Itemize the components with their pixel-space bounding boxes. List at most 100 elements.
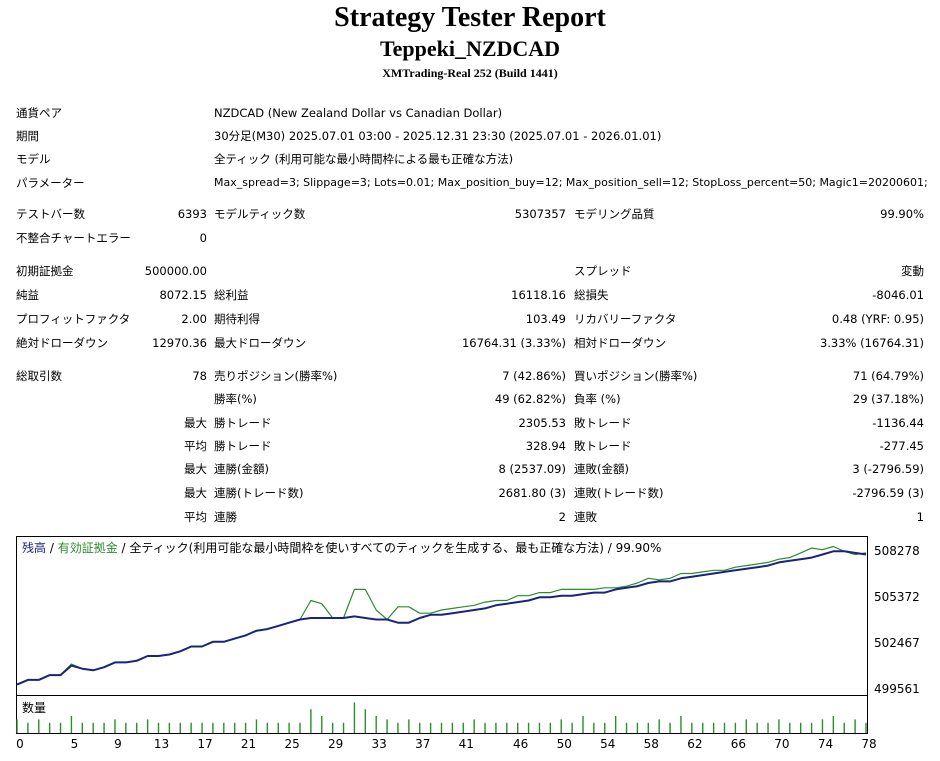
stat-label: テストバー数 bbox=[16, 207, 85, 221]
x-tick-label: 46 bbox=[513, 737, 529, 751]
stat-value: 6393 bbox=[177, 207, 207, 221]
stat-label: 総損失 bbox=[574, 288, 609, 302]
stat-value: 99.90% bbox=[880, 207, 924, 221]
row-value: 3 (-2796.59) bbox=[852, 462, 924, 476]
x-tick-label: 37 bbox=[415, 737, 431, 751]
row-value: 2305.53 bbox=[518, 416, 566, 430]
row-value: -277.45 bbox=[879, 439, 924, 453]
y-tick-label: 502467 bbox=[874, 635, 920, 650]
x-tick-label: 54 bbox=[600, 737, 616, 751]
x-tick-label: 70 bbox=[774, 737, 790, 751]
row-label: 連敗 bbox=[574, 510, 597, 524]
stat-value: 8072.15 bbox=[159, 288, 207, 302]
stat-value: 変動 bbox=[901, 264, 924, 278]
info-label: 期間 bbox=[16, 129, 39, 143]
stat-value: 7 (42.86%) bbox=[502, 369, 566, 383]
info-label: モデル bbox=[16, 152, 51, 166]
stat-label: 不整合チャートエラー bbox=[16, 231, 131, 245]
stat-value: 3.33% (16764.31) bbox=[819, 336, 924, 350]
stat-label: 初期証拠金 bbox=[16, 264, 74, 278]
row-value: 29 (37.18%) bbox=[852, 392, 924, 406]
info-label: 通貨ペア bbox=[16, 106, 62, 120]
row-label: 連敗(金額) bbox=[574, 462, 629, 476]
legend-balance: 残高 bbox=[22, 541, 47, 555]
row-label: 連勝 bbox=[214, 510, 237, 524]
stat-value: 5307357 bbox=[514, 207, 566, 221]
stat-label: 総利益 bbox=[214, 288, 249, 302]
x-tick-label: 9 bbox=[114, 737, 122, 751]
x-tick-label: 41 bbox=[458, 737, 474, 751]
x-tick-label: 29 bbox=[328, 737, 344, 751]
info-label: パラメーター bbox=[16, 176, 85, 190]
row-label: 敗トレード bbox=[574, 439, 632, 453]
row-label: 連敗(トレード数) bbox=[574, 486, 664, 500]
x-tick-label: 21 bbox=[240, 737, 257, 751]
stat-value: -8046.01 bbox=[872, 288, 924, 302]
x-tick-label: 50 bbox=[556, 737, 572, 751]
x-tick-label: 74 bbox=[817, 737, 834, 751]
row-prefix: 平均 bbox=[184, 439, 207, 453]
stat-label: 純益 bbox=[16, 288, 39, 302]
stat-label: 相対ドローダウン bbox=[574, 336, 666, 350]
stat-label: 総取引数 bbox=[16, 369, 62, 383]
row-label: 勝トレード bbox=[214, 439, 272, 453]
row-value: 49 (62.82%) bbox=[494, 392, 566, 406]
server-build: XMTrading-Real 252 (Build 1441) bbox=[382, 66, 558, 80]
balance-line bbox=[16, 550, 867, 686]
volume-chart-frame bbox=[16, 695, 868, 734]
stat-value: 2.00 bbox=[181, 312, 207, 326]
row-value: 1 bbox=[916, 510, 924, 524]
row-value: -2796.59 (3) bbox=[852, 486, 924, 500]
x-tick-label: 78 bbox=[861, 737, 877, 751]
stat-value: 0.48 (YRF: 0.95) bbox=[831, 312, 924, 326]
row-value: 328.94 bbox=[525, 439, 566, 453]
row-prefix: 平均 bbox=[184, 510, 207, 524]
stat-value: 16764.31 (3.33%) bbox=[461, 336, 566, 350]
x-tick-label: 17 bbox=[197, 737, 213, 751]
report-subtitle: Teppeki_NZDCAD bbox=[379, 36, 561, 61]
x-tick-label: 25 bbox=[284, 737, 300, 751]
y-tick-label: 505372 bbox=[874, 589, 920, 604]
stat-label: 買いポジション(勝率%) bbox=[574, 369, 698, 383]
row-value: 2 bbox=[558, 510, 566, 524]
report-title: Strategy Tester Report bbox=[334, 2, 606, 33]
x-tick-label: 66 bbox=[730, 737, 747, 751]
stat-label: 売りポジション(勝率%) bbox=[214, 369, 338, 383]
stat-label: 期待利得 bbox=[214, 312, 260, 326]
row-prefix: 最大 bbox=[184, 462, 207, 476]
legend-sep: / bbox=[46, 541, 58, 555]
stat-label: モデリング品質 bbox=[574, 207, 655, 221]
y-tick-label: 508278 bbox=[874, 543, 920, 558]
row-prefix: 最大 bbox=[184, 416, 207, 430]
stat-label: モデルティック数 bbox=[214, 207, 306, 221]
row-value: 8 (2537.09) bbox=[498, 462, 566, 476]
row-label: 勝率(%) bbox=[214, 392, 257, 406]
y-tick-label: 499561 bbox=[874, 682, 920, 696]
info-value: 全ティック (利用可能な最小時間枠による最も正確な方法) bbox=[214, 152, 514, 166]
stat-value: 103.49 bbox=[525, 312, 566, 326]
row-value: -1136.44 bbox=[872, 416, 924, 430]
legend-equity: 有効証拠金 bbox=[57, 541, 118, 555]
info-value: 30分足(M30) 2025.07.01 03:00 - 2025.12.31 … bbox=[214, 129, 662, 143]
info-value: Max_spread=3; Slippage=3; Lots=0.01; Max… bbox=[214, 176, 928, 189]
stat-value: 16118.16 bbox=[511, 288, 566, 302]
row-label: 連勝(金額) bbox=[214, 462, 269, 476]
stat-value: 71 (64.79%) bbox=[852, 369, 924, 383]
stat-value: 12970.36 bbox=[152, 336, 207, 350]
x-tick-label: 5 bbox=[70, 737, 79, 751]
stat-label: リカバリーファクタ bbox=[574, 312, 677, 326]
chart-legend: 残高 / 有効証拠金 / 全ティック(利用可能な最小時間枠を使いすべてのティック… bbox=[22, 539, 661, 556]
stat-value: 0 bbox=[199, 231, 207, 245]
row-label: 負率 (%) bbox=[574, 392, 621, 406]
row-value: 2681.80 (3) bbox=[498, 486, 566, 500]
row-label: 勝トレード bbox=[214, 416, 272, 430]
stat-label: 絶対ドローダウン bbox=[16, 336, 108, 350]
info-value: NZDCAD (New Zealand Dollar vs Canadian D… bbox=[214, 106, 503, 120]
row-prefix: 最大 bbox=[184, 486, 207, 500]
stat-label: プロフィットファクタ bbox=[16, 312, 131, 326]
stat-label: スプレッド bbox=[574, 264, 632, 278]
row-label: 連勝(トレード数) bbox=[214, 486, 304, 500]
stat-value: 78 bbox=[192, 369, 207, 383]
stat-label: 最大ドローダウン bbox=[214, 336, 306, 350]
